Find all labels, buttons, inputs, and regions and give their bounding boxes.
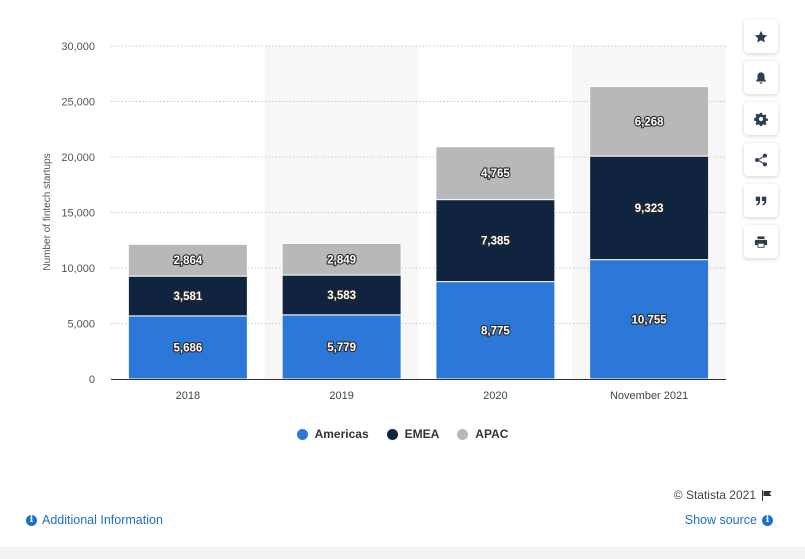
x-axis-ticks: 2018 2019 2020 November 2021 [176,390,689,402]
bar-americas-4[interactable] [589,259,710,380]
legend-dot-americas [296,428,308,440]
share-icon [755,153,767,166]
data-label-americas-3: 8,775 [481,325,510,337]
info-icon: i [762,514,773,526]
data-label-apac-2: 2,849 [327,254,356,266]
y-axis-ticks: 0 5,000 10,000 15,000 20,000 25,000 30,000 [61,41,95,386]
x-tick-label: 2020 [483,390,507,402]
data-label-emea-2: 3,583 [327,290,356,302]
additional-information-label: Additional Information [42,513,163,527]
statista-credit: © Statista 2021 [674,488,773,502]
additional-information-link[interactable]: i Additional Information [26,513,163,527]
bar-emea-1[interactable] [127,275,248,317]
x-tick-label: 2019 [329,390,353,402]
quote-icon [755,196,767,205]
bar-americas-2[interactable] [281,314,402,380]
data-label-apac-1: 2,864 [173,255,202,267]
print-button[interactable] [744,225,778,258]
show-source-label: Show source [684,513,757,527]
y-tick-label: 10,000 [61,263,95,275]
y-tick-label: 30,000 [61,41,95,53]
cite-button[interactable] [744,184,778,217]
bars [127,86,710,380]
show-source-link[interactable]: Show source i [685,513,773,527]
legend: Americas EMEA APAC [0,427,805,441]
gear-icon [754,112,768,126]
notification-button[interactable] [744,61,778,94]
bar-apac-1[interactable] [127,243,248,277]
y-tick-label: 0 [89,374,95,386]
legend-item-americas[interactable]: Americas [296,427,369,441]
data-label-americas-1: 5,686 [173,342,202,354]
x-tick-label: 2018 [176,390,200,402]
star-icon [754,30,768,42]
y-axis-label: Number of fintech startups [42,153,53,270]
data-label-americas-2: 5,779 [327,342,356,354]
legend-label-apac: APAC [475,427,509,441]
bar-apac-3[interactable] [435,146,556,201]
chart: 0 5,000 10,000 15,000 20,000 25,000 30,000 5,6… [42,41,726,402]
bar-apac-4[interactable] [589,86,710,157]
legend-label-americas: Americas [314,427,369,441]
data-label-apac-3: 4,765 [481,168,510,180]
info-icon: i [26,514,37,526]
share-button[interactable] [744,143,778,176]
flag-icon[interactable] [761,489,773,501]
legend-label-emea: EMEA [404,427,440,441]
settings-button[interactable] [744,102,778,135]
data-label-apac-4: 6,268 [635,116,664,128]
data-label-emea-4: 9,323 [635,203,664,215]
legend-item-apac[interactable]: APAC [457,427,508,441]
favorite-button[interactable] [744,20,778,53]
y-tick-label: 15,000 [61,208,95,220]
y-tick-label: 20,000 [61,152,95,164]
legend-item-emea[interactable]: EMEA [386,427,440,441]
bar-apac-2[interactable] [281,242,402,276]
legend-dot-emea [386,428,398,440]
credit-text: © Statista 2021 [673,488,756,502]
bar-labels: 5,686 3,581 2,864 5,779 3,583 2,849 8,775 7,385… [172,115,668,355]
data-label-emea-1: 3,581 [173,291,202,303]
bell-icon [756,71,766,84]
bar-emea-3[interactable] [435,199,556,283]
legend-dot-apac [457,428,469,440]
bar-emea-2[interactable] [281,274,402,316]
bar-americas-3[interactable] [435,281,556,380]
y-tick-label: 5,000 [67,319,95,331]
data-label-emea-3: 7,385 [481,236,510,248]
print-icon [754,235,768,248]
data-label-americas-4: 10,755 [632,314,668,326]
y-tick-label: 25,000 [61,97,95,109]
toolbar [744,20,778,258]
x-tick-label: November 2021 [610,390,688,402]
bar-emea-4[interactable] [589,155,710,261]
chart-card: 0 5,000 10,000 15,000 20,000 25,000 30,000 5,6… [0,0,805,547]
